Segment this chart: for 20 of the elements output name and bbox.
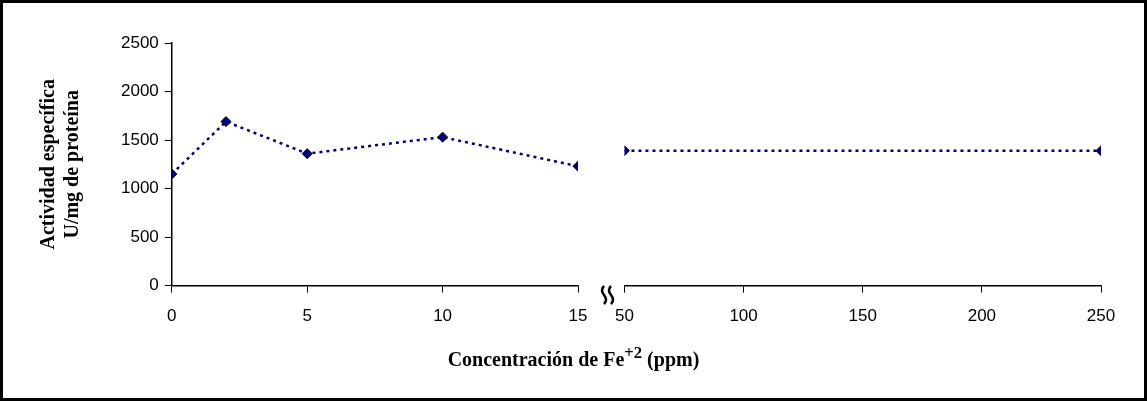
point xyxy=(220,116,232,128)
x-tick-label: 200 xyxy=(967,306,997,326)
x-tick-label: 5 xyxy=(302,306,312,326)
x-tick-label: 250 xyxy=(1086,306,1116,326)
x-tick-label: 0 xyxy=(167,306,177,326)
x-tick-label: 50 xyxy=(614,306,634,326)
y-tick-label: 0 xyxy=(149,275,159,295)
x-axis-title: Concentración de Fe$^{+2}$ (ppm) xyxy=(446,343,701,371)
y-tick-label: 2500 xyxy=(120,32,159,52)
x-tick-label: 10 xyxy=(433,306,453,326)
y-tick-label: 500 xyxy=(130,226,159,246)
y-tick-label: 1500 xyxy=(120,129,159,149)
point xyxy=(437,131,449,143)
x-tick-label: 150 xyxy=(848,306,877,326)
x-tick-label: 100 xyxy=(729,306,758,326)
point xyxy=(301,148,313,160)
x-tick-label: 15 xyxy=(568,306,588,326)
y-tick-label: 2000 xyxy=(120,81,159,101)
y-tick-label: 1000 xyxy=(120,178,159,198)
y-axis-title: Actividad específica U/mg de proteína xyxy=(36,79,84,250)
